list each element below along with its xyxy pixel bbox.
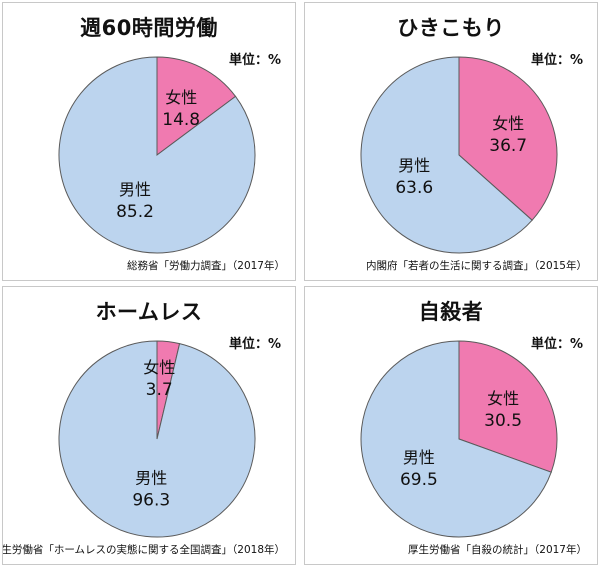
pie-slice-female bbox=[458, 56, 558, 221]
panel-hikikomori: ひきこもり 単位：% 女性 36.7 男性 63.6 内閣府「若者の生活に関する調査」… bbox=[304, 2, 598, 281]
chart-title: ひきこもり bbox=[397, 16, 505, 40]
source-note: 内閣府「若者の生活に関する調査」（2015年） bbox=[366, 260, 587, 272]
chart-title: 自殺者 bbox=[418, 300, 484, 324]
slice-value-female: 36.7 bbox=[489, 136, 527, 156]
pie-slice-male bbox=[360, 56, 533, 254]
pie-chart: 女性 3.7 男性 96.3 bbox=[58, 340, 256, 538]
panel-long-work-hours: 週60時間労働 単位：% 女性 14.8 男性 85.2 総務省「労働力調査」（201… bbox=[2, 2, 296, 281]
slice-label-male: 男性 bbox=[403, 448, 435, 467]
slice-value-male: 63.6 bbox=[395, 178, 433, 198]
slice-value-female: 3.7 bbox=[146, 380, 173, 400]
slice-value-male: 96.3 bbox=[132, 491, 170, 511]
source-note: 厚生労働省「自殺の統計」（2017年） bbox=[408, 544, 587, 556]
unit-label: 単位：% bbox=[228, 53, 281, 68]
pie-slice-female bbox=[458, 340, 558, 473]
slice-value-male: 85.2 bbox=[116, 202, 154, 222]
source-note: 総務省「労働力調査」（2017年） bbox=[127, 260, 285, 272]
slice-label-male: 男性 bbox=[135, 469, 167, 488]
pie-chart: 女性 36.7 男性 63.6 bbox=[360, 56, 558, 254]
slice-label-female: 女性 bbox=[143, 358, 175, 377]
slice-label-female: 女性 bbox=[492, 114, 524, 133]
unit-label: 単位：% bbox=[228, 337, 281, 352]
slice-label-male: 男性 bbox=[398, 156, 430, 175]
slice-value-female: 30.5 bbox=[484, 411, 522, 431]
slice-value-male: 69.5 bbox=[400, 470, 438, 490]
pie-slice-male bbox=[360, 340, 552, 538]
slice-label-female: 女性 bbox=[165, 88, 197, 107]
unit-label: 単位：% bbox=[530, 337, 583, 352]
slice-value-female: 14.8 bbox=[162, 110, 200, 130]
chart-title: 週60時間労働 bbox=[80, 16, 218, 40]
unit-label: 単位：% bbox=[530, 53, 583, 68]
pie-chart: 女性 30.5 男性 69.5 bbox=[360, 340, 558, 538]
source-note: 厚生労働省「ホームレスの実態に関する全国調査」（2018年） bbox=[2, 544, 285, 556]
slice-label-male: 男性 bbox=[119, 180, 151, 199]
pie-slice-male bbox=[58, 56, 256, 254]
pie-slice-male bbox=[58, 340, 256, 538]
pie-slice-female bbox=[156, 56, 237, 156]
pie-chart: 女性 14.8 男性 85.2 bbox=[58, 56, 256, 254]
panel-homeless: ホームレス 単位：% 女性 3.7 男性 96.3 厚生労働省「ホームレスの実態に関す… bbox=[2, 286, 296, 565]
panel-suicide: 自殺者 単位：% 女性 30.5 男性 69.5 厚生労働省「自殺の統計」（2017年… bbox=[304, 286, 598, 565]
chart-title: ホームレス bbox=[95, 300, 203, 324]
slice-label-female: 女性 bbox=[487, 389, 519, 408]
